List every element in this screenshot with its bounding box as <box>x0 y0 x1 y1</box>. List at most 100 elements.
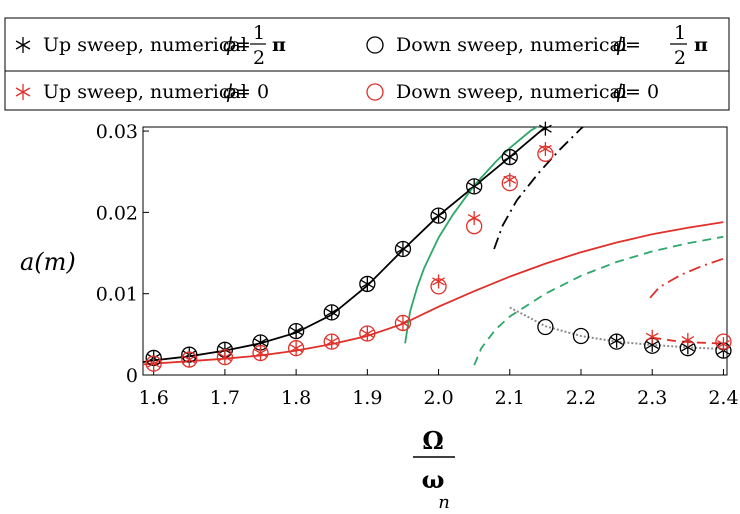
data-point-star <box>289 341 303 356</box>
data-point-circle <box>430 278 447 295</box>
x-axis-label-subscript: n <box>438 492 450 513</box>
legend-label: Down sweep, numerical <box>396 81 627 103</box>
legend-item-up-sweep-phi-half-pi: Up sweep, numerical ϕ = 1 2 π <box>15 22 286 69</box>
data-point-circle <box>466 218 483 235</box>
x-tick-label: 1.9 <box>352 387 382 409</box>
legend-phi: ϕ <box>613 81 626 103</box>
x-tick-label: 2.2 <box>566 387 596 409</box>
legend-label: Down sweep, numerical <box>396 34 627 56</box>
data-point-circle <box>572 327 590 345</box>
legend-equals: = <box>625 34 641 56</box>
legend-label: Up sweep, numerical <box>43 34 247 56</box>
legend-equals: = <box>235 34 251 56</box>
legend-item-down-sweep-phi-half-pi: Down sweep, numerical ϕ = 1 2 π <box>366 22 708 69</box>
legend-star-icon <box>15 84 31 100</box>
data-point-circle <box>287 340 305 357</box>
y-axis-label: a(m) <box>20 248 76 276</box>
legend: Up sweep, numerical ϕ = 1 2 π Down sweep… <box>4 17 730 111</box>
x-axis: 1.6 1.7 1.8 1.9 2.0 2.1 2.2 2.3 2.4 <box>139 369 739 409</box>
data-point-circle <box>394 240 412 258</box>
data-point-circle <box>537 145 554 162</box>
data-point-star <box>147 356 161 371</box>
data-point-star <box>182 352 196 367</box>
data-point-circle <box>323 333 340 350</box>
legend-pi: π <box>694 34 708 56</box>
curve-dashdot-5 <box>649 257 724 299</box>
x-tick-label: 1.6 <box>139 387 169 409</box>
legend-item-down-sweep-phi-zero: Down sweep, numerical ϕ = 0 <box>366 81 659 103</box>
data-point-star <box>360 326 374 341</box>
data-point-star <box>539 121 552 136</box>
legend-circle-marker-red <box>366 83 384 101</box>
data-point-circle <box>216 348 234 366</box>
legend-circle-icon <box>366 83 384 101</box>
x-axis-label-numerator: Ω <box>422 426 443 455</box>
y-tick-label: 0.03 <box>96 121 138 143</box>
data-point-circle <box>287 322 305 340</box>
curve-solid-2 <box>404 127 539 344</box>
plot-area <box>142 126 728 376</box>
data-point-circle <box>501 174 518 192</box>
legend-star-icon <box>15 37 31 53</box>
data-point-circle <box>501 148 518 166</box>
data-point-star <box>360 276 374 291</box>
data-point-circle <box>608 333 625 350</box>
data-point-star <box>396 241 410 256</box>
y-tick-label: 0 <box>126 365 138 387</box>
data-point-circle <box>430 207 447 224</box>
y-tick-label: 0.01 <box>96 284 138 306</box>
data-point-star <box>467 179 481 194</box>
series-lines <box>143 127 724 366</box>
legend-circle-icon <box>366 36 384 54</box>
data-point-star <box>325 334 339 349</box>
curve-dashed-3 <box>473 235 724 366</box>
data-point-circle <box>145 355 162 372</box>
x-axis-label-denominator: ω <box>422 465 445 494</box>
y-tick-label: 0.02 <box>96 202 138 224</box>
x-tick-label: 2.1 <box>495 387 525 409</box>
data-point-circle <box>715 333 732 350</box>
data-point-star <box>289 324 303 339</box>
data-point-circle <box>252 344 269 362</box>
legend-star-marker-black <box>15 37 31 53</box>
data-point-star <box>218 350 232 365</box>
legend-star-marker-red <box>15 84 31 100</box>
legend-frac-num: 1 <box>253 22 265 44</box>
data-point-circle <box>394 314 412 332</box>
legend-phi: ϕ <box>223 34 236 56</box>
curve-solid-0 <box>143 127 546 363</box>
series-markers <box>145 121 732 372</box>
x-tick-label: 1.8 <box>281 387 311 409</box>
curve-solid-1 <box>143 221 724 366</box>
legend-frac-den: 2 <box>674 47 686 69</box>
data-point-star <box>432 274 445 289</box>
data-point-circle <box>359 325 376 342</box>
legend-circle-marker-black <box>366 36 384 54</box>
legend-phi-value: = 0 <box>625 81 659 103</box>
data-point-star <box>681 333 695 348</box>
data-point-circle <box>181 351 198 368</box>
data-point-star <box>432 208 445 223</box>
x-tick-label: 2.0 <box>423 387 453 409</box>
data-point-star <box>396 315 410 330</box>
curve-dashed-7 <box>652 336 724 345</box>
data-point-circle <box>537 318 554 336</box>
data-point-circle <box>466 178 483 195</box>
legend-frac-den: 2 <box>253 47 265 69</box>
legend-label: Up sweep, numerical <box>43 81 247 103</box>
data-point-star <box>254 346 267 361</box>
legend-phi: ϕ <box>223 81 236 103</box>
curve-dotted-6 <box>509 306 724 350</box>
x-tick-label: 2.4 <box>708 387 738 409</box>
y-axis: 0 0.01 0.02 0.03 <box>96 121 149 387</box>
data-point-star <box>539 141 552 156</box>
data-point-star <box>503 172 517 187</box>
x-tick-label: 1.7 <box>210 387 240 409</box>
data-point-star <box>645 329 659 344</box>
data-point-circle <box>359 275 376 293</box>
curve-dashdot-4 <box>493 127 585 250</box>
data-point-circle <box>323 304 340 321</box>
legend-phi: ϕ <box>613 34 626 56</box>
legend-item-up-sweep-phi-zero: Up sweep, numerical ϕ = 0 <box>15 81 269 103</box>
